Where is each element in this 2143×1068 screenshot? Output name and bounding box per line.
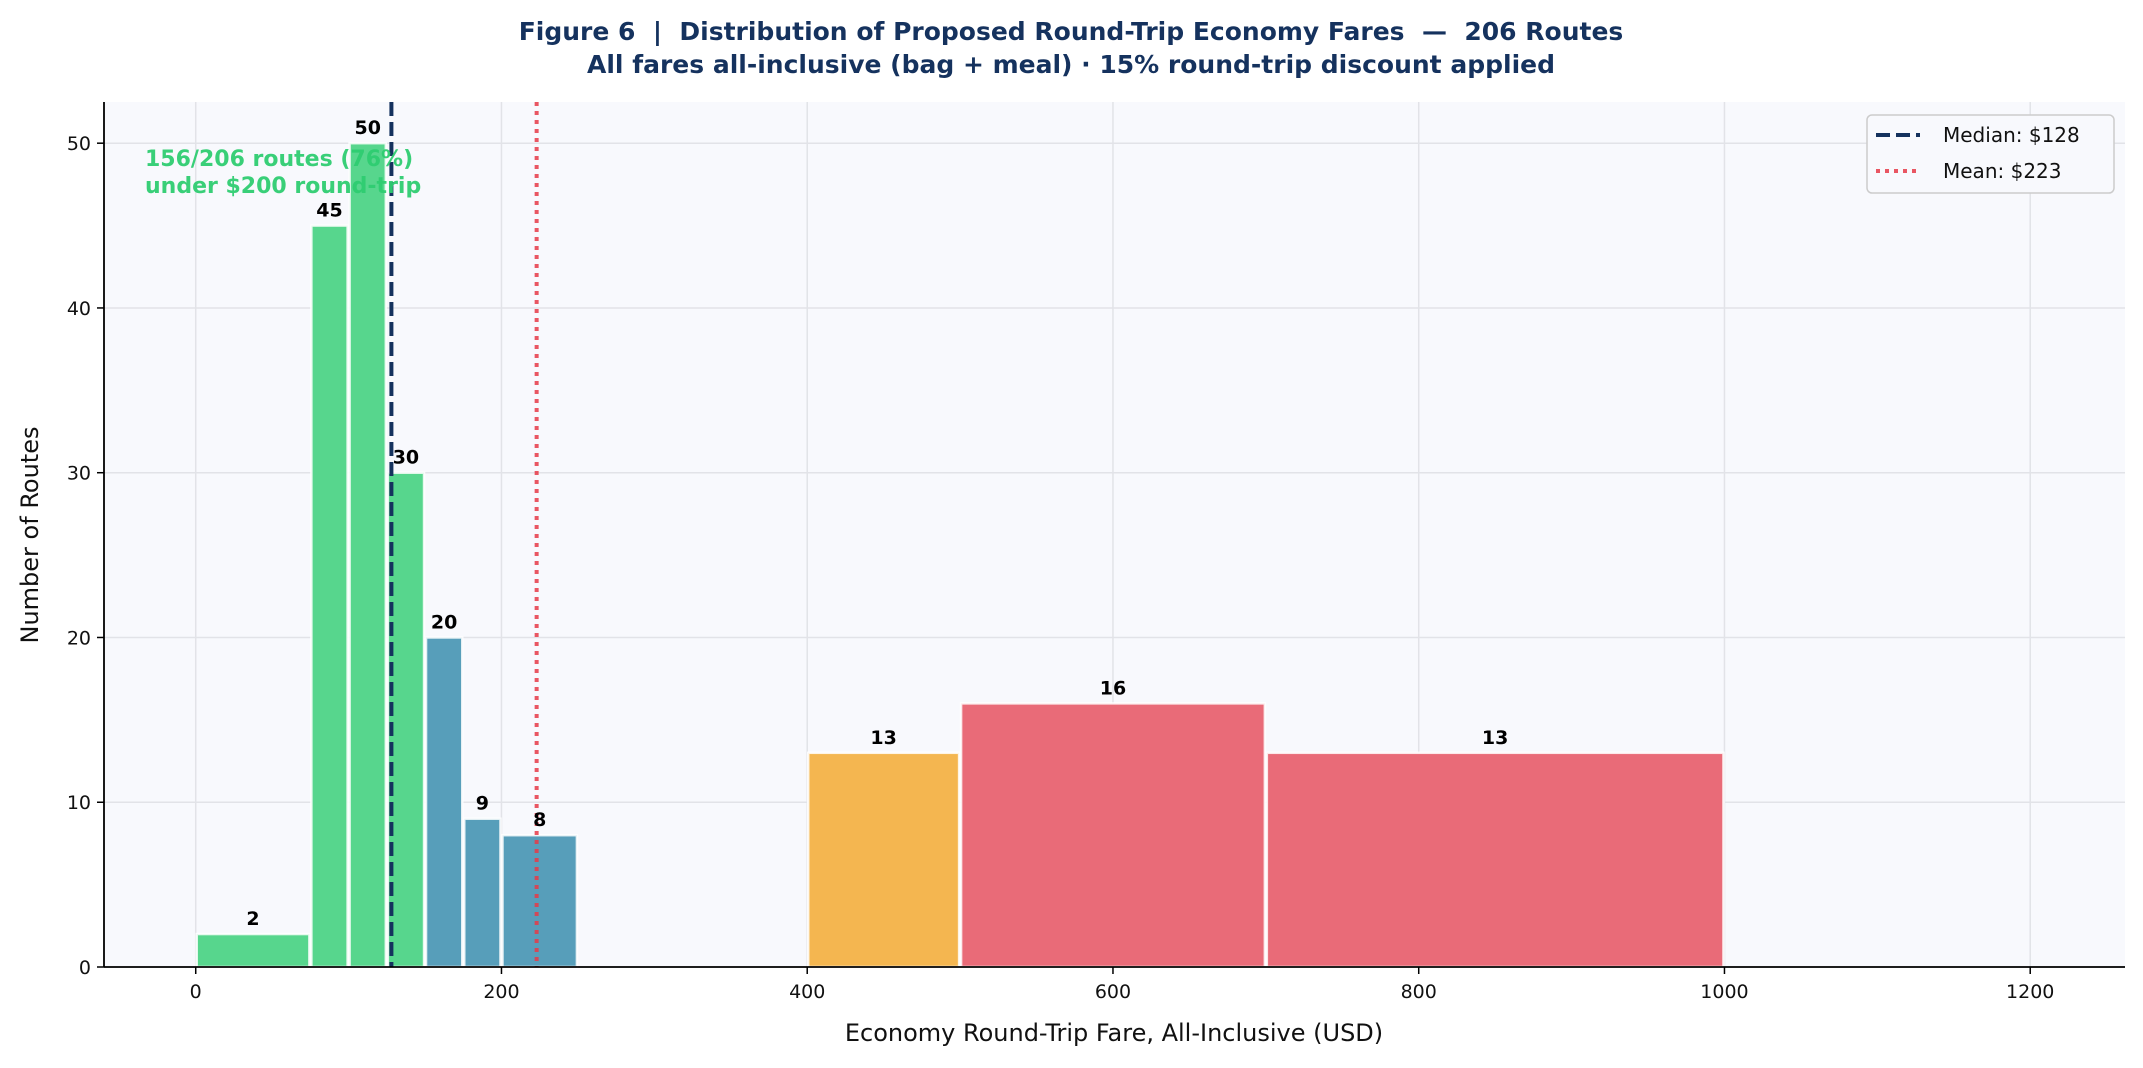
legend-mean-label: Mean: $223 [1943, 159, 2062, 183]
bar-value-label: 8 [533, 809, 546, 831]
x-tick-label: 600 [1095, 981, 1131, 1003]
x-tick-label: 1200 [2006, 981, 2054, 1003]
legend-median-label: Median: $128 [1943, 123, 2080, 147]
histogram-bar [501, 833, 579, 969]
y-tick-label: 10 [67, 792, 91, 814]
chart-subtitle: All fares all-inclusive (bag + meal) · 1… [587, 50, 1555, 79]
legend: Median: $128 Mean: $223 [1866, 114, 2115, 194]
histogram-bar [1265, 751, 1725, 969]
histogram-bar [424, 636, 464, 969]
histogram-bar [386, 471, 426, 969]
bar-value-label: 9 [476, 793, 489, 815]
bars [195, 141, 1725, 969]
histogram-bar [806, 751, 961, 969]
histogram-bar [348, 141, 388, 969]
x-tick-label: 400 [789, 981, 825, 1003]
bar-value-label: 45 [316, 200, 342, 222]
axes: 0 200 400 600 800 1000 1200 0 10 20 30 40 50 [67, 102, 2125, 1003]
legend-box [1866, 114, 2115, 194]
histogram-bar [959, 702, 1267, 969]
bar-value-label: 2 [246, 908, 259, 930]
x-axis-label: Economy Round-Trip Fare, All-Inclusive (… [845, 1019, 1383, 1047]
x-tick-label: 200 [483, 981, 519, 1003]
reference-lines [389, 102, 539, 967]
x-tick-label: 0 [190, 981, 202, 1003]
annotation-line-1: 156/206 routes (76%) [145, 147, 413, 172]
y-axis-label: Number of Routes [16, 427, 44, 644]
annotation-line-2: under $200 round-trip [145, 174, 421, 199]
x-tick-label: 800 [1401, 981, 1437, 1003]
bar-labels: 2 45 50 30 20 9 8 13 16 13 [246, 117, 1508, 930]
histogram-bar [463, 817, 502, 969]
bar-value-label: 30 [393, 447, 419, 469]
histogram-bar [195, 932, 311, 969]
bar-value-label: 16 [1100, 677, 1126, 699]
histogram-bar [310, 224, 349, 969]
bar-value-label: 50 [354, 117, 380, 139]
bar-value-label: 13 [870, 727, 896, 749]
chart-title: Figure 6 | Distribution of Proposed Roun… [519, 17, 1624, 46]
y-tick-label: 40 [67, 298, 91, 320]
y-tick-label: 50 [67, 133, 91, 155]
y-tick-label: 30 [67, 463, 91, 485]
y-tick-label: 0 [79, 957, 91, 979]
bar-value-label: 13 [1482, 727, 1508, 749]
bar-value-label: 20 [431, 611, 457, 633]
x-tick-label: 1000 [1700, 981, 1748, 1003]
y-tick-label: 20 [67, 627, 91, 649]
